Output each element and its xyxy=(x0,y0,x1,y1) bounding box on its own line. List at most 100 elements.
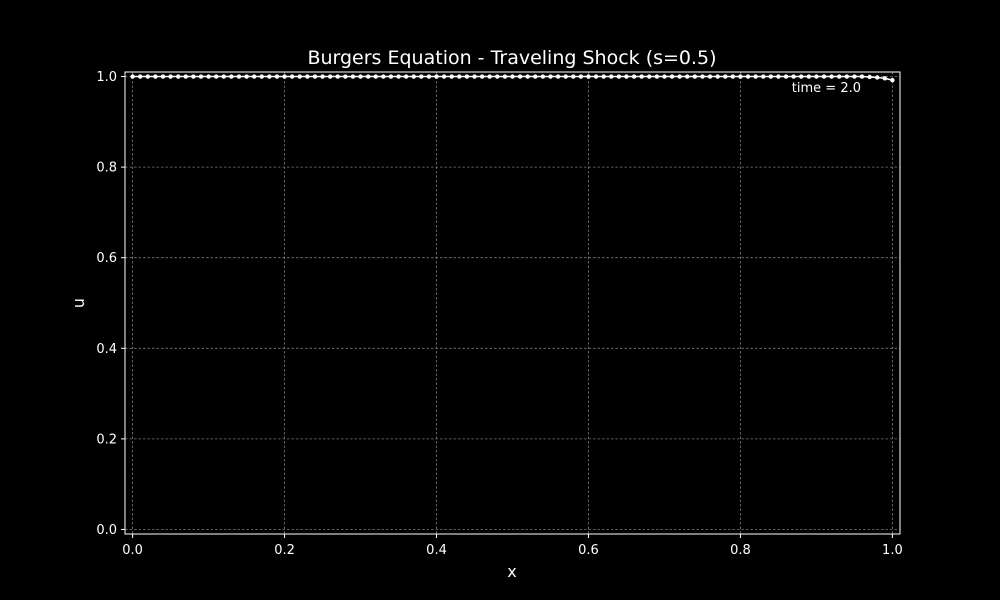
data-point xyxy=(365,74,371,79)
data-point xyxy=(259,74,264,79)
data-point xyxy=(350,74,356,79)
data-point xyxy=(563,74,568,79)
data-point xyxy=(669,74,675,79)
data-point xyxy=(806,74,812,79)
plot-frame xyxy=(124,71,901,535)
data-point xyxy=(723,74,728,79)
data-point xyxy=(160,74,166,79)
data-point xyxy=(358,74,363,79)
data-point xyxy=(464,74,470,79)
data-point xyxy=(426,74,432,79)
data-point xyxy=(198,74,204,79)
data-point xyxy=(639,74,644,79)
data-point xyxy=(472,74,477,79)
data-point xyxy=(852,74,857,79)
data-point xyxy=(799,74,804,79)
data-point xyxy=(168,74,173,79)
y-tick-label: 0.8 xyxy=(96,161,117,176)
data-point xyxy=(761,74,766,79)
data-point xyxy=(510,74,515,79)
y-tick-label: 0.6 xyxy=(96,251,117,266)
x-tick-label: 0.4 xyxy=(426,543,447,558)
data-point xyxy=(495,74,500,79)
data-point xyxy=(533,74,538,79)
data-point xyxy=(738,74,743,79)
x-axis-ticks: 0.0 0.2 0.4 0.6 0.8 1.0 xyxy=(122,534,903,558)
data-point xyxy=(343,74,348,79)
data-point xyxy=(540,74,546,79)
data-point xyxy=(624,74,629,79)
data-point xyxy=(654,74,660,79)
data-point xyxy=(320,74,325,79)
y-tick-label: 0.2 xyxy=(96,432,117,447)
data-point xyxy=(373,74,378,79)
data-point xyxy=(457,74,462,79)
data-point xyxy=(312,74,318,79)
data-point xyxy=(327,74,333,79)
data-point xyxy=(821,74,827,79)
data-point xyxy=(251,74,257,79)
data-point xyxy=(479,74,485,79)
data-point xyxy=(715,74,720,79)
data-point xyxy=(403,74,409,79)
data-point xyxy=(867,74,872,80)
data-point xyxy=(707,74,713,79)
x-tick-label: 0.8 xyxy=(730,543,751,558)
data-point xyxy=(890,77,895,83)
data-point xyxy=(175,74,181,79)
data-point xyxy=(601,74,606,79)
data-point xyxy=(145,74,150,79)
data-point xyxy=(578,74,584,79)
data-point xyxy=(745,74,751,79)
data-point xyxy=(753,74,758,79)
data-point xyxy=(130,74,135,79)
data-point xyxy=(571,74,576,79)
data-point xyxy=(875,75,880,80)
data-point xyxy=(776,74,781,79)
data-point xyxy=(267,74,272,79)
data-point xyxy=(449,74,454,79)
data-point xyxy=(388,74,394,79)
x-tick-label: 0.6 xyxy=(578,543,599,558)
data-point xyxy=(213,74,219,79)
data-point xyxy=(396,74,401,79)
data-point xyxy=(616,74,622,79)
y-tick-label: 0.0 xyxy=(96,523,117,538)
data-point xyxy=(692,74,698,79)
series-markers xyxy=(130,74,895,83)
data-point xyxy=(525,74,530,79)
data-point xyxy=(229,74,234,79)
data-point xyxy=(631,74,637,79)
data-point xyxy=(700,74,705,79)
data-point xyxy=(183,74,188,79)
data-point xyxy=(381,74,386,79)
data-point xyxy=(502,74,508,79)
data-point xyxy=(829,74,834,79)
data-point xyxy=(814,74,819,79)
y-tick-label: 0.4 xyxy=(96,342,117,357)
data-point xyxy=(586,74,591,79)
data-point xyxy=(783,74,789,79)
data-point xyxy=(844,74,850,79)
data-point xyxy=(244,74,249,79)
data-point xyxy=(593,74,599,79)
time-annotation: time = 2.0 xyxy=(792,81,861,96)
data-point xyxy=(221,74,226,79)
x-tick-label: 1.0 xyxy=(882,543,903,558)
x-tick-label: 0.2 xyxy=(274,543,295,558)
data-point xyxy=(206,74,211,79)
y-axis-label: u xyxy=(69,298,88,308)
data-point xyxy=(411,74,416,79)
data-point xyxy=(859,74,865,79)
data-point xyxy=(768,74,774,79)
data-point xyxy=(882,76,887,81)
data-point xyxy=(487,74,492,79)
data-point xyxy=(609,74,614,79)
data-point xyxy=(138,74,143,79)
y-tick-label: 1.0 xyxy=(96,70,117,85)
data-point xyxy=(730,74,736,79)
data-point xyxy=(305,74,310,79)
data-point xyxy=(555,74,561,79)
